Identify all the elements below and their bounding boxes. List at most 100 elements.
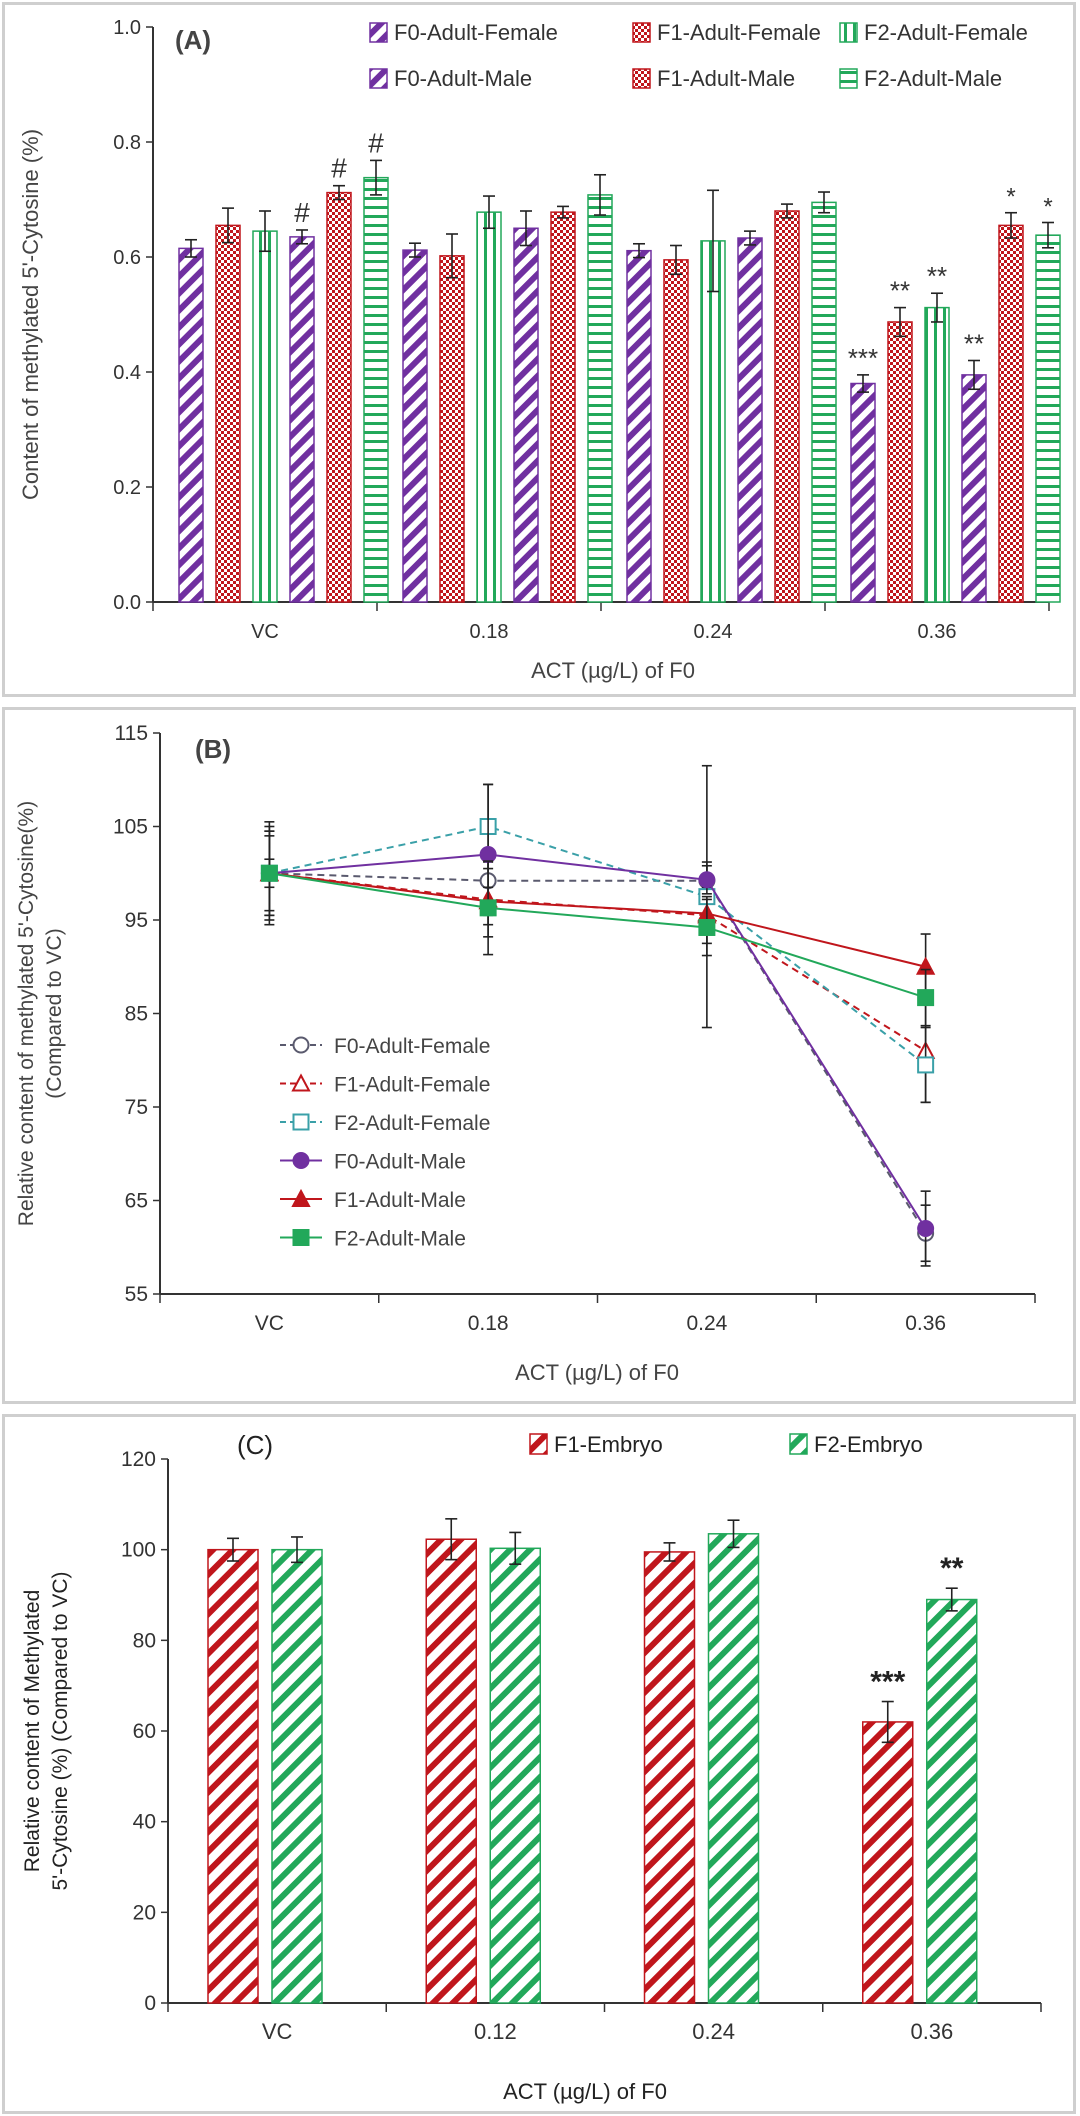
bar-f1-adult-female-0-18 — [439, 255, 465, 603]
bar-f2-adult-male-0-18 — [587, 194, 613, 603]
data-marker — [291, 1188, 311, 1207]
error-bar — [781, 203, 793, 219]
x-tick-label-0-12: 0.12 — [474, 2019, 517, 2044]
error-bar — [446, 233, 458, 279]
legend-label: F0-Adult-Male — [394, 66, 532, 91]
legend-item-f0-adult-male: F0-Adult-Male — [369, 66, 532, 91]
y-tick-label: 20 — [133, 1901, 156, 1924]
error-bar — [259, 210, 271, 253]
y-tick-label: 105 — [113, 816, 148, 839]
legend-item-f2-adult-male: F2-Adult-Male — [839, 66, 1002, 91]
x-tick-label-0-24: 0.24 — [686, 1312, 727, 1335]
bar-f0-adult-female-0-36 — [850, 382, 876, 603]
series-line — [269, 853, 927, 1230]
error-bar — [185, 238, 197, 258]
error-bar — [333, 184, 345, 201]
data-marker — [698, 918, 716, 936]
error-bar — [818, 191, 830, 214]
bar-f2-embryo-0-36 — [926, 1598, 978, 2004]
y-tick-label: 65 — [125, 1190, 148, 1213]
error-bar — [509, 1531, 522, 1565]
y-tick-label: 55 — [125, 1283, 148, 1306]
error-bar — [520, 210, 532, 247]
legend-swatch — [839, 68, 858, 89]
bar-f1-adult-male-0-18 — [550, 211, 576, 603]
legend-label: F0-Adult-Female — [334, 1035, 490, 1058]
significance-mark: ** — [927, 261, 947, 291]
error-bar — [857, 374, 869, 393]
y-tick-label: 120 — [121, 1448, 156, 1471]
panel-a: 0.0 0.2 0.4 0.6 0.8 1.0 VC 0.18 0.24 0.36 *** ** ** #… — [2, 2, 1076, 697]
x-tick-label-0-24: 0.24 — [694, 621, 733, 643]
legend-item-f0-adult-female: F0-Adult-Female — [369, 20, 558, 45]
x-tick-label-0-36: 0.36 — [905, 1312, 946, 1335]
y-tick-label: 75 — [125, 1096, 148, 1119]
bar-f2-embryo-0-12 — [489, 1547, 541, 2004]
y-axis-title: Relative content of methylated 5'-Cytosi… — [15, 801, 66, 1226]
panel-c: 0 20 40 60 80 100 120 VC 0.12 0.24 0.36 *** ** (C) F1-… — [2, 1414, 1076, 2114]
legend-label: F2-Adult-Female — [334, 1112, 490, 1135]
y-tick-label: 0.0 — [113, 592, 141, 614]
error-bar — [409, 242, 421, 258]
data-marker — [260, 864, 278, 882]
panel-label-c: (C) — [237, 1430, 273, 1460]
bar-f2-embryo-0-24 — [707, 1533, 760, 2004]
legend-label: F2-Adult-Female — [864, 20, 1028, 45]
bar-f0-adult-male-0-36 — [961, 374, 987, 603]
x-tick-label-0-36: 0.36 — [918, 621, 957, 643]
legend-label: F2-Adult-Male — [334, 1228, 466, 1251]
legend-swatch — [632, 22, 651, 43]
significance-mark: * — [1006, 184, 1015, 211]
legend-item-f0-adult-female: F0-Adult-Female — [280, 1035, 490, 1058]
legend-label: F1-Adult-Male — [657, 66, 795, 91]
error-bar — [594, 173, 606, 216]
bar-f1-adult-female-0-36 — [887, 321, 913, 603]
error-bar — [945, 1587, 958, 1612]
legend-label: F1-Adult-Female — [657, 20, 821, 45]
bar-f2-adult-female-vc — [252, 230, 278, 603]
bar-f0-adult-male-0-24 — [737, 237, 763, 603]
series-f2-adult-male — [260, 830, 935, 1027]
error-bar — [968, 359, 980, 391]
error-bar — [1005, 211, 1017, 239]
data-marker — [292, 1152, 310, 1169]
bar-f2-embryo-vc — [271, 1548, 323, 2004]
significance-mark: # — [294, 197, 310, 228]
x-tick-label-0-18: 0.18 — [470, 621, 509, 643]
legend-label: F1-Embryo — [554, 1432, 663, 1457]
bar-f2-adult-female-0-24 — [700, 240, 726, 603]
error-bar — [707, 189, 719, 293]
error-bar — [881, 1700, 894, 1744]
data-marker — [917, 989, 935, 1007]
y-axis-title-line: 5'-Cytosine (%) (Compared to VC) — [49, 1571, 72, 1890]
bar-f2-adult-male-vc — [363, 176, 389, 603]
significance-mark: ** — [940, 1552, 964, 1585]
y-axis-title: Content of methylated 5'-Cytosine (%) — [18, 129, 43, 500]
data-marker — [292, 1229, 310, 1246]
error-bar — [663, 1542, 676, 1562]
x-axis-title: ACT (µg/L) of F0 — [531, 658, 695, 683]
bar-f1-adult-female-0-24 — [663, 259, 689, 603]
series-line — [269, 872, 927, 1052]
y-tick-label: 0.8 — [113, 132, 141, 154]
legend-swatch — [369, 68, 388, 89]
data-marker — [479, 846, 497, 864]
error-bar — [931, 292, 943, 323]
error-bar — [727, 1519, 740, 1549]
legend-item-f1-adult-male: F1-Adult-Male — [632, 66, 795, 91]
legend-swatch — [369, 22, 388, 43]
error-bar — [894, 306, 906, 338]
data-marker — [698, 871, 716, 889]
error-bar — [445, 1518, 458, 1561]
x-tick-label-0-24: 0.24 — [692, 2019, 735, 2044]
error-bar — [291, 1536, 303, 1564]
y-tick-label: 115 — [115, 722, 148, 745]
bar-f0-adult-female-vc — [178, 247, 204, 603]
y-axis-title-line: Relative content of Methylated — [21, 1590, 44, 1873]
data-marker — [292, 1113, 310, 1131]
y-tick-label: 100 — [121, 1539, 156, 1562]
y-tick-label: 1.0 — [113, 17, 141, 39]
data-marker — [291, 1073, 311, 1092]
significance-mark: # — [331, 153, 347, 184]
legend-item-f2-embryo: F2-Embryo — [789, 1432, 923, 1457]
